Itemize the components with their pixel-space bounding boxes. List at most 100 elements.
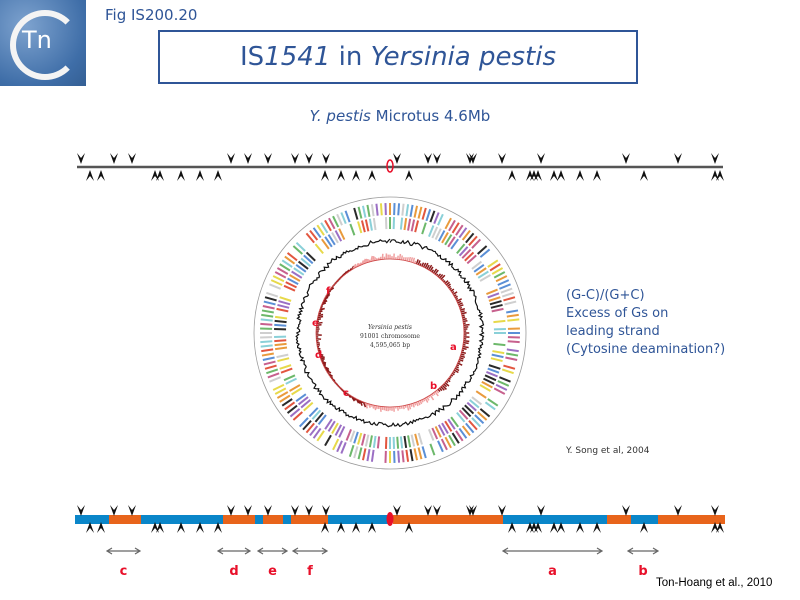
gc-skew-bar [418, 401, 420, 405]
gene-tick [415, 206, 417, 218]
gene-tick [423, 446, 426, 458]
insertion-up-arrow [640, 170, 648, 181]
insertion-down-arrow [393, 505, 401, 516]
insertion-up-arrow [151, 170, 159, 181]
gene-tick [275, 321, 287, 322]
insertion-down-arrow [227, 153, 235, 164]
insertion-down-arrow [77, 505, 85, 516]
gc-skew-bar [455, 296, 458, 297]
gene-tick [372, 204, 374, 216]
insertion-down-arrow [264, 153, 272, 164]
gene-tick [354, 446, 357, 458]
gene-tick [503, 297, 515, 300]
gene-tick [374, 436, 376, 448]
gene-tick [264, 362, 276, 365]
gene-tick [493, 344, 505, 345]
gc-skew-bar [432, 270, 434, 272]
gc-skew-bar [403, 257, 404, 260]
map-region-label: b [430, 381, 437, 392]
insertion-up-arrow [716, 170, 724, 181]
insertion-down-arrow [393, 153, 401, 164]
chromosome-segment [109, 515, 141, 524]
gene-tick [430, 211, 434, 222]
gene-tick [350, 431, 354, 442]
insertion-down-arrow [244, 153, 252, 164]
gene-tick [426, 209, 430, 220]
gene-tick [347, 429, 351, 440]
map-center-label: Yersinia pestis [368, 324, 412, 331]
insertion-up-arrow [86, 170, 94, 181]
insertion-down-arrow [537, 153, 545, 164]
gene-tick [277, 358, 289, 361]
gene-tick [261, 315, 273, 317]
insertion-up-arrow [337, 170, 345, 181]
gene-tick [491, 305, 503, 308]
insertion-down-arrow [622, 153, 630, 164]
gene-tick [404, 218, 406, 230]
gene-tick [503, 366, 515, 369]
gene-tick [333, 439, 338, 450]
gene-tick [359, 207, 362, 219]
gene-tick [370, 435, 372, 447]
insertion-down-arrow [322, 153, 330, 164]
gc-skew-bar [462, 348, 466, 349]
gc-skew-bar [422, 263, 424, 266]
gene-tick [280, 297, 291, 301]
gene-tick [415, 434, 418, 446]
gc-skew-bar [409, 404, 410, 409]
citation: Ton-Hoang et al., 2010 [656, 577, 772, 589]
gene-tick [492, 309, 504, 311]
gene-tick [499, 377, 510, 381]
chromosome-segment [328, 515, 390, 524]
gene-tick [408, 219, 410, 231]
gene-tick [506, 353, 518, 355]
gc-skew-bar [415, 403, 416, 406]
insertion-down-arrow [424, 153, 432, 164]
gc-skew-bar [409, 257, 410, 261]
gene-tick [262, 310, 274, 312]
insertion-down-arrow [674, 153, 682, 164]
gc-skew-bar [460, 358, 464, 359]
insertion-down-arrow [424, 505, 432, 516]
gc-skew-bar [400, 254, 401, 260]
gc-skew-bar [411, 404, 412, 407]
gc-skew-bar [456, 367, 459, 368]
insertion-up-arrow [593, 170, 601, 181]
map-center-label: 4,595,065 bp [370, 342, 410, 349]
gene-tick [404, 436, 406, 448]
gc-skew-bar [461, 312, 466, 313]
gene-tick [378, 436, 379, 448]
insertion-down-arrow [305, 505, 313, 516]
gc-skew-bar [462, 315, 465, 316]
gc-skew-bar [463, 321, 467, 322]
gene-tick [346, 211, 350, 222]
insertion-down-arrow [77, 153, 85, 164]
gene-tick [406, 204, 408, 216]
gc-skew-bar [452, 373, 454, 375]
chromosome-segment [393, 515, 503, 524]
insertion-down-arrow [711, 153, 719, 164]
gc-skew-bar [461, 352, 465, 353]
gene-tick [492, 351, 504, 353]
gene-tick [398, 451, 399, 463]
insertion-up-arrow [156, 170, 164, 181]
gene-tick [410, 449, 412, 461]
region-span-arrow [293, 548, 327, 554]
gene-tick [415, 220, 418, 232]
gene-tick [367, 449, 369, 461]
gc-skew-bar [460, 309, 464, 310]
gene-tick [260, 324, 272, 325]
chromosome-segment [255, 515, 263, 524]
gc-skew-bar [413, 258, 415, 263]
gene-tick [408, 435, 410, 447]
gene-tick [350, 445, 354, 456]
gc-skew-bar [417, 402, 418, 406]
gene-tick [271, 280, 282, 285]
gc-skew-bar [448, 380, 451, 382]
region-span-arrow [218, 548, 250, 554]
gene-tick [376, 204, 377, 216]
gene-tick [341, 442, 345, 453]
gene-tick [277, 309, 289, 311]
chromosome-segment [223, 515, 255, 524]
gene-tick [410, 205, 412, 217]
